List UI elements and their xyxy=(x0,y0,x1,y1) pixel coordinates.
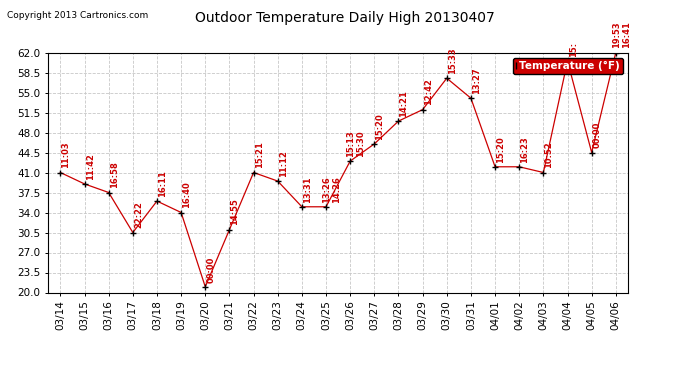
Text: 00:00: 00:00 xyxy=(593,122,602,148)
Text: 15:21: 15:21 xyxy=(255,141,264,168)
Text: Outdoor Temperature Daily High 20130407: Outdoor Temperature Daily High 20130407 xyxy=(195,11,495,25)
Text: 15:13
15:30: 15:13 15:30 xyxy=(346,130,366,157)
Text: 22:22: 22:22 xyxy=(134,201,143,228)
Text: 15:: 15: xyxy=(569,42,578,57)
Text: 13:27: 13:27 xyxy=(472,68,481,94)
Text: 11:03: 11:03 xyxy=(61,142,70,168)
Text: 15:20: 15:20 xyxy=(496,136,505,163)
Text: 10:52: 10:52 xyxy=(544,142,553,168)
Text: 15:20: 15:20 xyxy=(375,113,384,140)
Text: 11:42: 11:42 xyxy=(86,153,95,180)
Text: 19:53
16:41: 19:53 16:41 xyxy=(611,21,631,48)
Text: 16:58: 16:58 xyxy=(110,162,119,188)
Text: 14:21: 14:21 xyxy=(400,90,408,117)
Text: Copyright 2013 Cartronics.com: Copyright 2013 Cartronics.com xyxy=(7,11,148,20)
Legend: Temperature (°F): Temperature (°F) xyxy=(513,58,622,74)
Text: 14:55: 14:55 xyxy=(230,199,239,225)
Text: 00:00: 00:00 xyxy=(206,256,215,283)
Text: 13:26
14:26: 13:26 14:26 xyxy=(322,176,342,203)
Text: 15:33: 15:33 xyxy=(448,47,457,74)
Text: 12:42: 12:42 xyxy=(424,79,433,105)
Text: 13:31: 13:31 xyxy=(303,176,312,203)
Text: 16:40: 16:40 xyxy=(182,182,191,209)
Text: 16:23: 16:23 xyxy=(520,136,529,163)
Text: 16:11: 16:11 xyxy=(158,170,167,197)
Text: 11:12: 11:12 xyxy=(279,150,288,177)
